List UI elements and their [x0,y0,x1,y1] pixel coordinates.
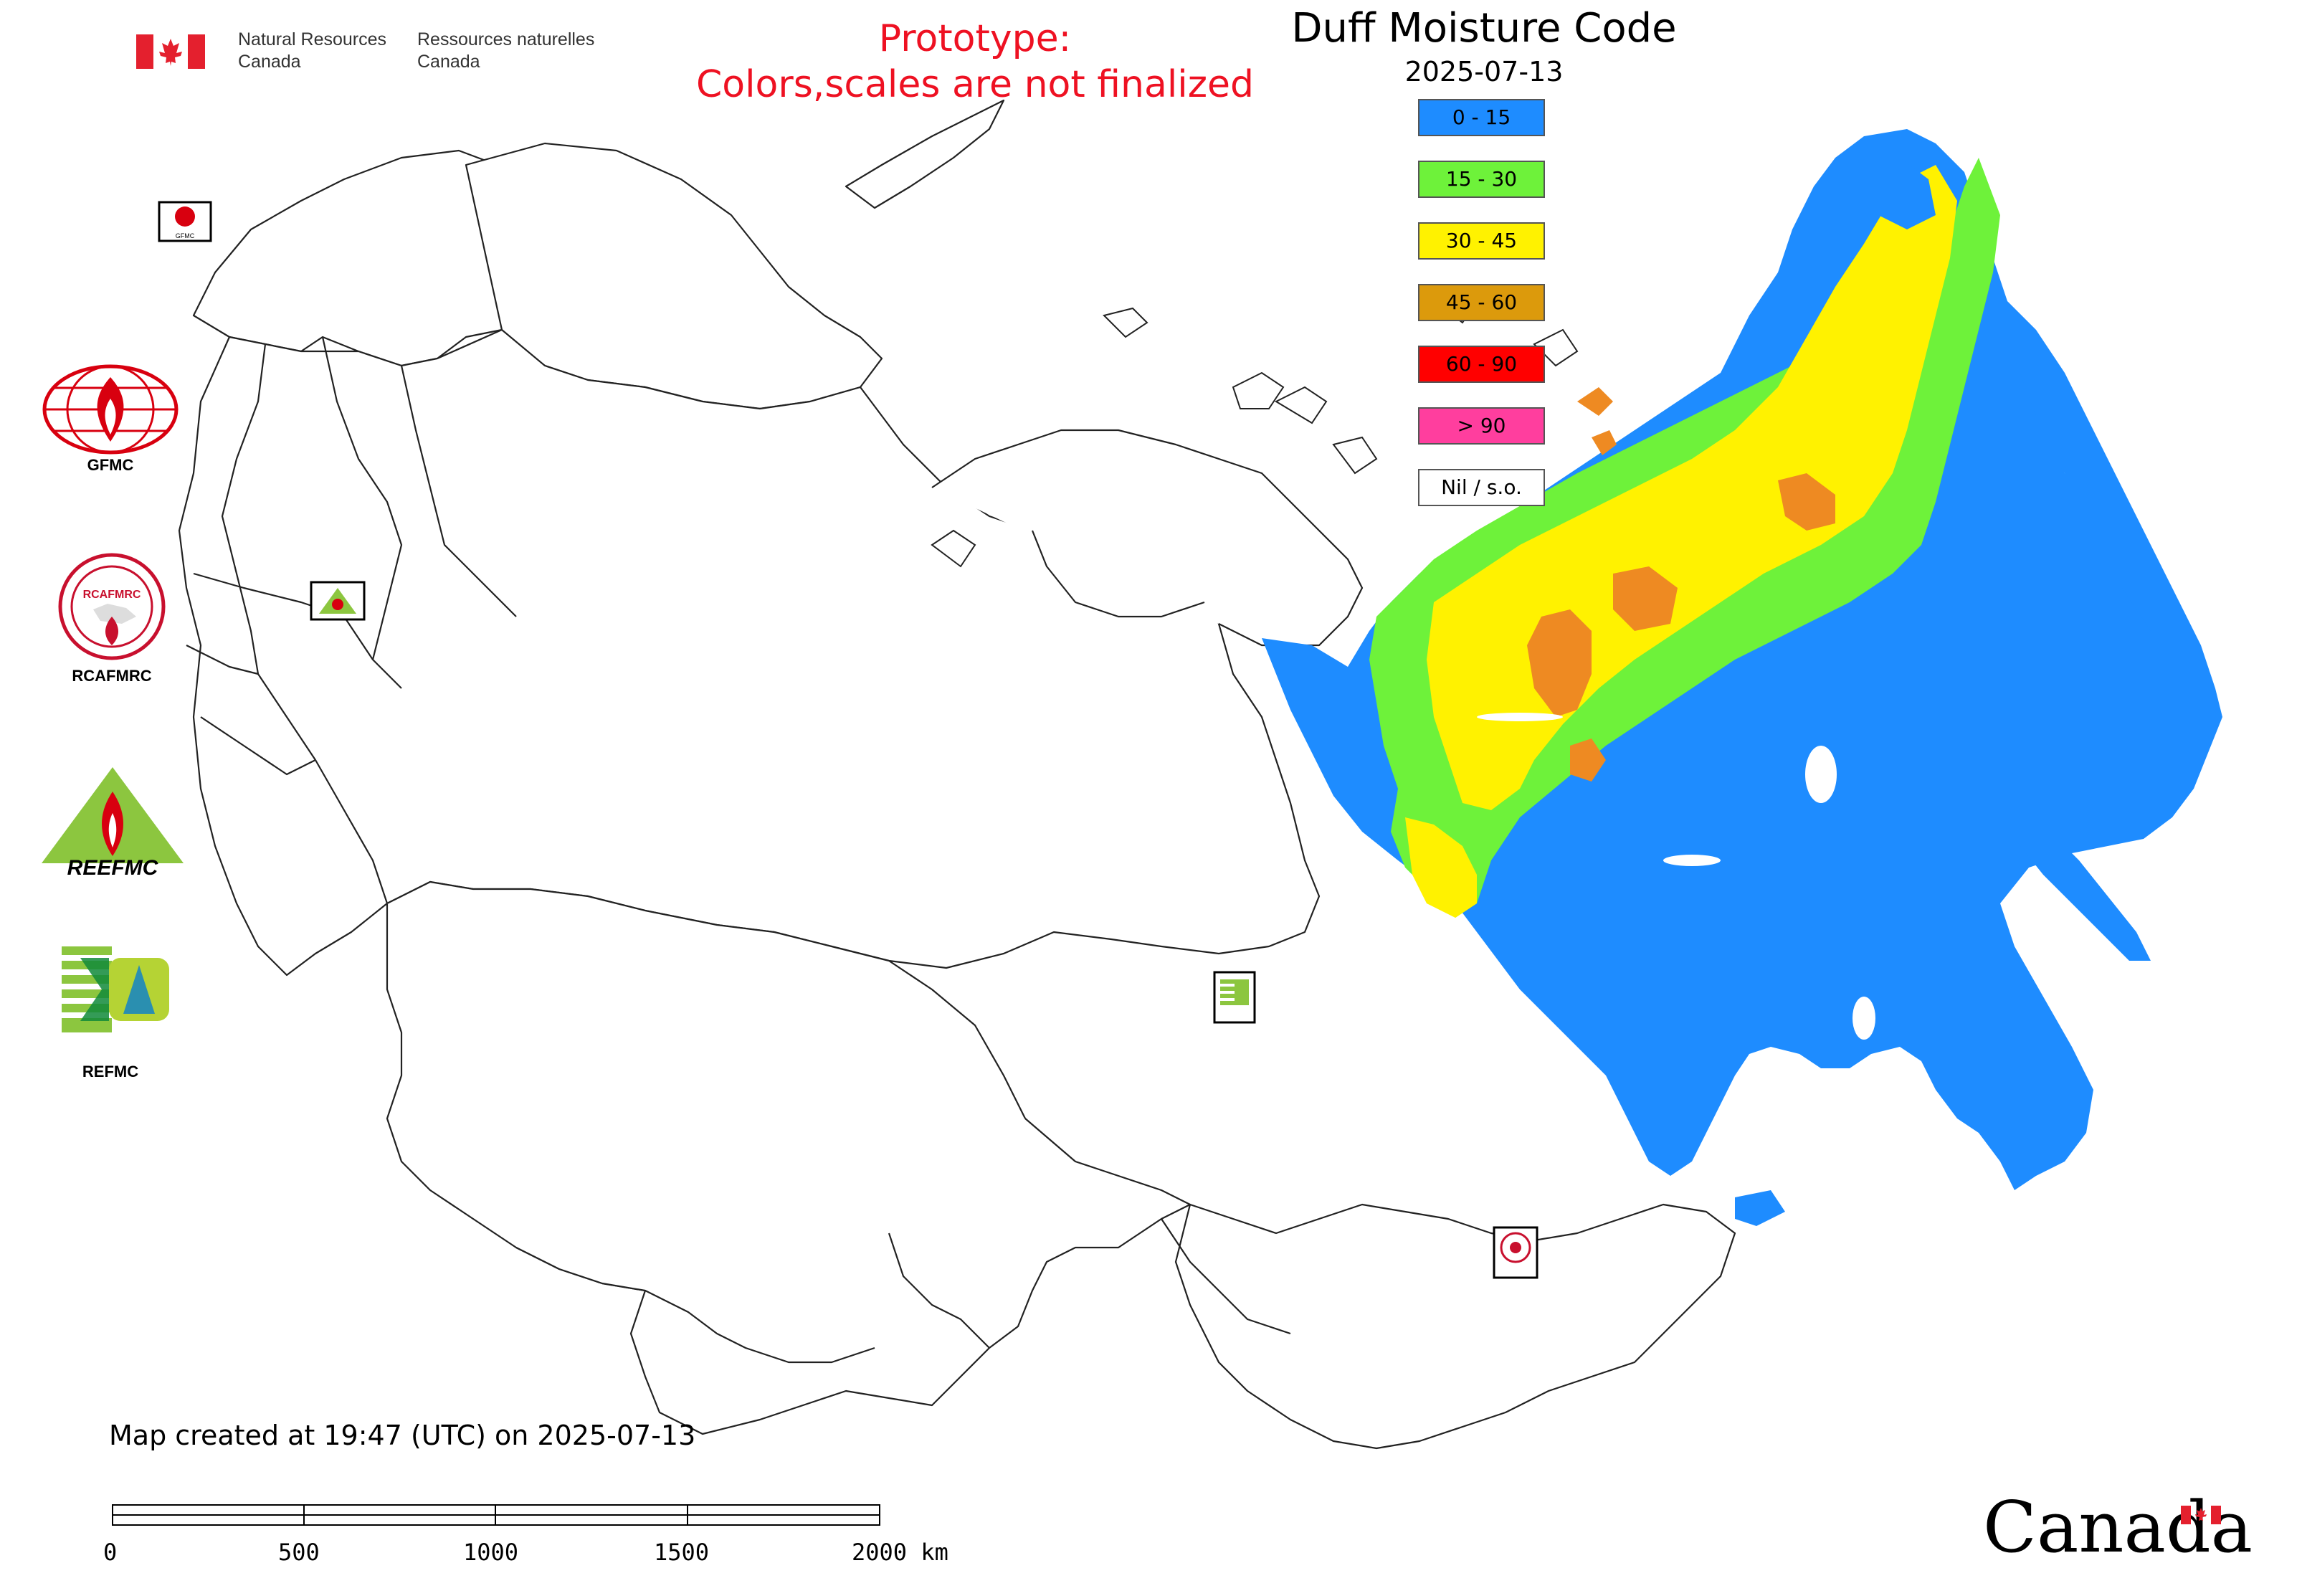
dmc-raster [1262,129,2222,1226]
legend-label: 60 - 90 [1445,352,1518,376]
legend-item-15-30: 15 - 30 [1418,161,1545,198]
org-label-refmc: REFMC [82,1063,139,1080]
legend-item-30-45: 30 - 45 [1418,222,1545,260]
prototype-notice: Prototype: Colors,scales are not finaliz… [631,16,1319,108]
map-marker-gfmc-text: GFMC [176,232,195,239]
dmc-zone-45-60-b [1613,566,1678,631]
scale-tick-1000: 1000 [463,1539,519,1566]
map-date: 2025-07-13 [1404,56,1564,87]
legend-label: Nil / s.o. [1441,475,1522,499]
org-label-gfmc: GFMC [87,456,134,474]
prototype-line1: Prototype: [878,17,1072,60]
legend-label: 30 - 45 [1445,229,1518,252]
legend-label: 0 - 15 [1452,105,1511,129]
map-title: Duff Moisture Code [1291,5,1677,52]
rcafmrc-logo-icon: RCAFMRC [58,553,166,660]
map-marker-refmc [1213,971,1256,1024]
nil-gaps [1477,713,1875,1040]
scale-bar [112,1504,880,1526]
dmc-zone-45-60-f [1592,430,1617,455]
legend-item-nil: Nil / s.o. [1418,469,1545,506]
dmc-hokkaido [1735,1190,1785,1226]
org-label-rcafmrc: RCAFMRC [72,667,152,685]
prototype-line2: Colors,scales are not finalized [695,63,1255,106]
legend-item-0-15: 0 - 15 [1418,99,1545,136]
svg-text:RCAFMRC: RCAFMRC [83,589,141,601]
nrcan-en-line1: Natural Resources [238,29,387,49]
nrcan-en-line2: Canada [238,52,301,72]
map-marker-gfmc: GFMC [158,201,212,242]
gfmc-logo-icon [42,364,179,455]
scale-tick-500: 500 [278,1539,320,1566]
dmc-zone-45-60-a [1527,609,1592,717]
legend-item-60-90: 60 - 90 [1418,346,1545,383]
canada-wordmark-flag-icon [2181,1506,2221,1524]
legend-item-over-90: > 90 [1418,407,1545,445]
scale-tick-0: 0 [103,1539,118,1566]
dmc-zone-45-60-c [1778,473,1835,531]
nrcan-name-en: Natural Resources Canada [238,29,386,73]
map-marker-rcafmrc [1493,1226,1538,1279]
canada-wordmark: Canada [1983,1487,2253,1569]
land-outlines [178,99,1736,1450]
legend-label: 45 - 60 [1445,290,1518,314]
legend-label: 15 - 30 [1445,167,1518,191]
dmc-zone-45-60-d [1570,738,1606,782]
dmc-zone-30-45-sw [1405,817,1477,918]
dmc-sakhalin [2007,796,2151,961]
created-timestamp: Map created at 19:47 (UTC) on 2025-07-13 [109,1420,696,1451]
map-marker-reefmc [310,581,366,621]
scale-tick-2000: 2000 km [852,1539,948,1566]
dmc-zone-0-15 [1262,129,2222,1190]
nrcan-fr-line2: Canada [417,52,480,72]
scale-tick-1500: 1500 [654,1539,710,1566]
dmc-zone-0-15-ne [1864,158,1936,229]
dmc-kamchatka [2007,301,2194,660]
refmc-logo-icon [62,946,169,1032]
reefmc-logo-icon: REEFMC [42,767,184,878]
reefmc-wordmark: REEFMC [67,856,159,878]
legend-label: > 90 [1457,414,1506,437]
legend-item-45-60: 45 - 60 [1418,284,1545,321]
nrcan-fr-line1: Ressources naturelles [417,29,595,49]
canada-flag-icon [136,34,205,69]
nrcan-name-fr: Ressources naturelles Canada [417,29,594,73]
dmc-zone-45-60-e [1577,387,1613,416]
